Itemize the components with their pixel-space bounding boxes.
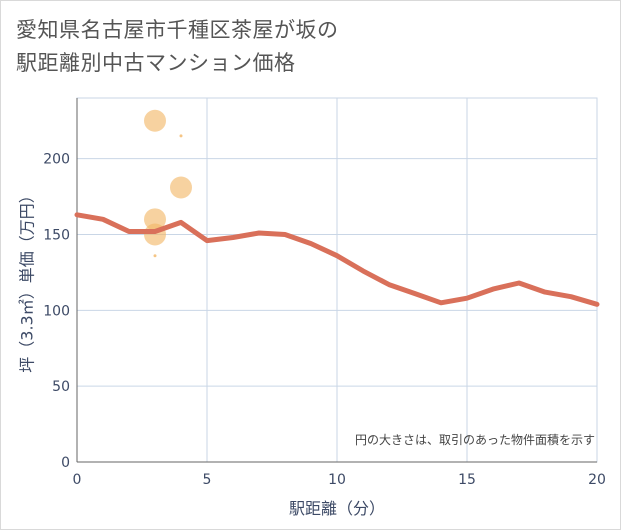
y-tick-label: 150 bbox=[43, 228, 70, 244]
x-tick-label: 10 bbox=[328, 472, 346, 488]
ticks: 0 50 100 150 200 0 5 10 15 20 bbox=[43, 152, 606, 488]
grid bbox=[76, 97, 598, 463]
bubbles bbox=[144, 109, 192, 258]
data-bubble bbox=[179, 134, 183, 138]
y-axis-label: 坪（3.3㎡）単価（万円） bbox=[18, 187, 37, 372]
y-tick-label: 0 bbox=[61, 455, 70, 471]
data-bubble bbox=[144, 208, 166, 231]
x-axis-label: 駅距離（分） bbox=[289, 499, 385, 518]
trend bbox=[74, 212, 600, 307]
data-bubble bbox=[144, 109, 166, 132]
data-bubble bbox=[153, 254, 157, 258]
title-line-1: 愛知県名古屋市千種区茶屋が坂の bbox=[16, 18, 339, 42]
x-tick-label: 5 bbox=[203, 472, 212, 488]
x-tick-label: 0 bbox=[73, 472, 82, 488]
chart-title: 愛知県名古屋市千種区茶屋が坂の 駅距離別中古マンション価格 bbox=[16, 14, 436, 80]
chart-note: 円の大きさは、取引のあった物件面積を示す bbox=[355, 432, 595, 447]
title-line-2: 駅距離別中古マンション価格 bbox=[16, 51, 296, 75]
y-tick-label: 50 bbox=[52, 379, 70, 395]
x-tick-label: 20 bbox=[588, 472, 606, 488]
data-bubble bbox=[170, 176, 192, 199]
y-tick-label: 200 bbox=[43, 152, 70, 168]
x-tick-label: 15 bbox=[458, 472, 476, 488]
y-tick-label: 100 bbox=[43, 303, 70, 319]
trend-line bbox=[74, 212, 600, 307]
